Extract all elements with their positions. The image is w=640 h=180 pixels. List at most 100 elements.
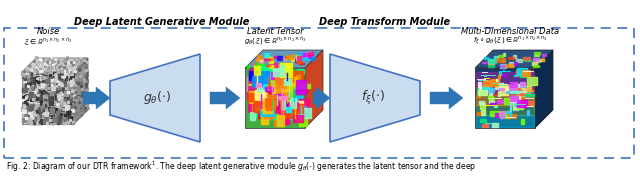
Bar: [497, 55, 503, 57]
Bar: [307, 52, 310, 54]
Bar: [259, 68, 269, 79]
Bar: [257, 112, 270, 118]
Text: Fig. 2: Diagram of our DTR framework$^1$. The deep latent generative module $g_{: Fig. 2: Diagram of our DTR framework$^1$…: [6, 160, 476, 174]
Bar: [532, 58, 539, 61]
Bar: [257, 59, 262, 61]
Bar: [282, 79, 290, 91]
Bar: [293, 115, 303, 122]
Bar: [486, 88, 494, 92]
Bar: [506, 85, 516, 92]
Bar: [527, 77, 536, 86]
Bar: [511, 82, 517, 87]
Bar: [509, 62, 514, 66]
Bar: [260, 104, 264, 114]
Bar: [506, 111, 509, 113]
Bar: [255, 63, 264, 76]
Bar: [257, 85, 262, 91]
Text: Deep Latent Generative Module: Deep Latent Generative Module: [74, 17, 250, 27]
Bar: [508, 115, 509, 118]
Polygon shape: [83, 87, 110, 109]
Text: $g_{\theta}(\mathcal{Z}) \in \mathbb{R}^{n_1 \times n_2 \times \tilde{n}_3}$: $g_{\theta}(\mathcal{Z}) \in \mathbb{R}^…: [244, 35, 306, 47]
Bar: [274, 101, 286, 112]
Bar: [259, 96, 267, 108]
Bar: [522, 70, 530, 76]
Bar: [495, 113, 498, 117]
Bar: [541, 54, 546, 56]
Bar: [296, 56, 300, 60]
Bar: [498, 75, 500, 78]
Bar: [283, 65, 289, 73]
Bar: [524, 60, 531, 61]
Bar: [266, 55, 268, 57]
Bar: [517, 100, 527, 107]
Bar: [267, 67, 281, 77]
Bar: [479, 103, 485, 109]
Bar: [513, 102, 518, 110]
Bar: [254, 63, 256, 64]
Bar: [264, 58, 271, 60]
Bar: [481, 120, 486, 122]
Bar: [297, 81, 305, 85]
Polygon shape: [330, 54, 420, 142]
Bar: [299, 117, 307, 126]
Bar: [260, 103, 264, 110]
Bar: [246, 66, 250, 68]
Bar: [250, 99, 253, 104]
Bar: [508, 57, 513, 59]
Bar: [498, 91, 500, 96]
Bar: [296, 96, 303, 103]
Bar: [506, 64, 513, 67]
Bar: [249, 91, 259, 103]
Bar: [516, 58, 522, 62]
Bar: [260, 59, 263, 63]
Text: Multi-Dimensional Data: Multi-Dimensional Data: [461, 28, 559, 37]
Bar: [264, 99, 271, 113]
Polygon shape: [305, 50, 323, 128]
Polygon shape: [245, 50, 323, 68]
Bar: [293, 107, 296, 111]
Bar: [497, 100, 505, 103]
Bar: [265, 95, 276, 106]
Bar: [528, 101, 533, 106]
Bar: [516, 91, 526, 92]
Bar: [297, 57, 301, 60]
Polygon shape: [22, 72, 74, 124]
Bar: [490, 111, 499, 116]
Bar: [283, 113, 296, 117]
Bar: [540, 58, 544, 61]
Bar: [268, 98, 278, 105]
Bar: [264, 80, 267, 90]
Bar: [266, 94, 276, 105]
Bar: [280, 58, 287, 60]
Bar: [284, 116, 289, 124]
Bar: [287, 81, 298, 88]
Bar: [488, 59, 496, 63]
Bar: [536, 60, 540, 62]
Bar: [477, 112, 481, 115]
Bar: [288, 102, 298, 111]
Bar: [488, 96, 493, 99]
Bar: [296, 61, 301, 63]
Bar: [296, 105, 304, 117]
Bar: [281, 74, 292, 82]
Bar: [482, 62, 486, 63]
Bar: [282, 89, 291, 102]
Polygon shape: [245, 68, 305, 128]
Bar: [291, 108, 303, 119]
Bar: [509, 96, 518, 101]
Bar: [511, 96, 520, 102]
Bar: [516, 87, 524, 94]
Bar: [522, 96, 529, 97]
Bar: [265, 82, 269, 89]
Bar: [285, 56, 290, 59]
Bar: [273, 65, 284, 76]
Bar: [476, 115, 534, 127]
Bar: [252, 76, 262, 86]
Bar: [488, 64, 493, 67]
Bar: [260, 93, 267, 97]
Bar: [276, 65, 279, 67]
Bar: [289, 100, 303, 109]
Bar: [495, 87, 498, 89]
Bar: [253, 100, 260, 105]
Bar: [275, 93, 286, 105]
